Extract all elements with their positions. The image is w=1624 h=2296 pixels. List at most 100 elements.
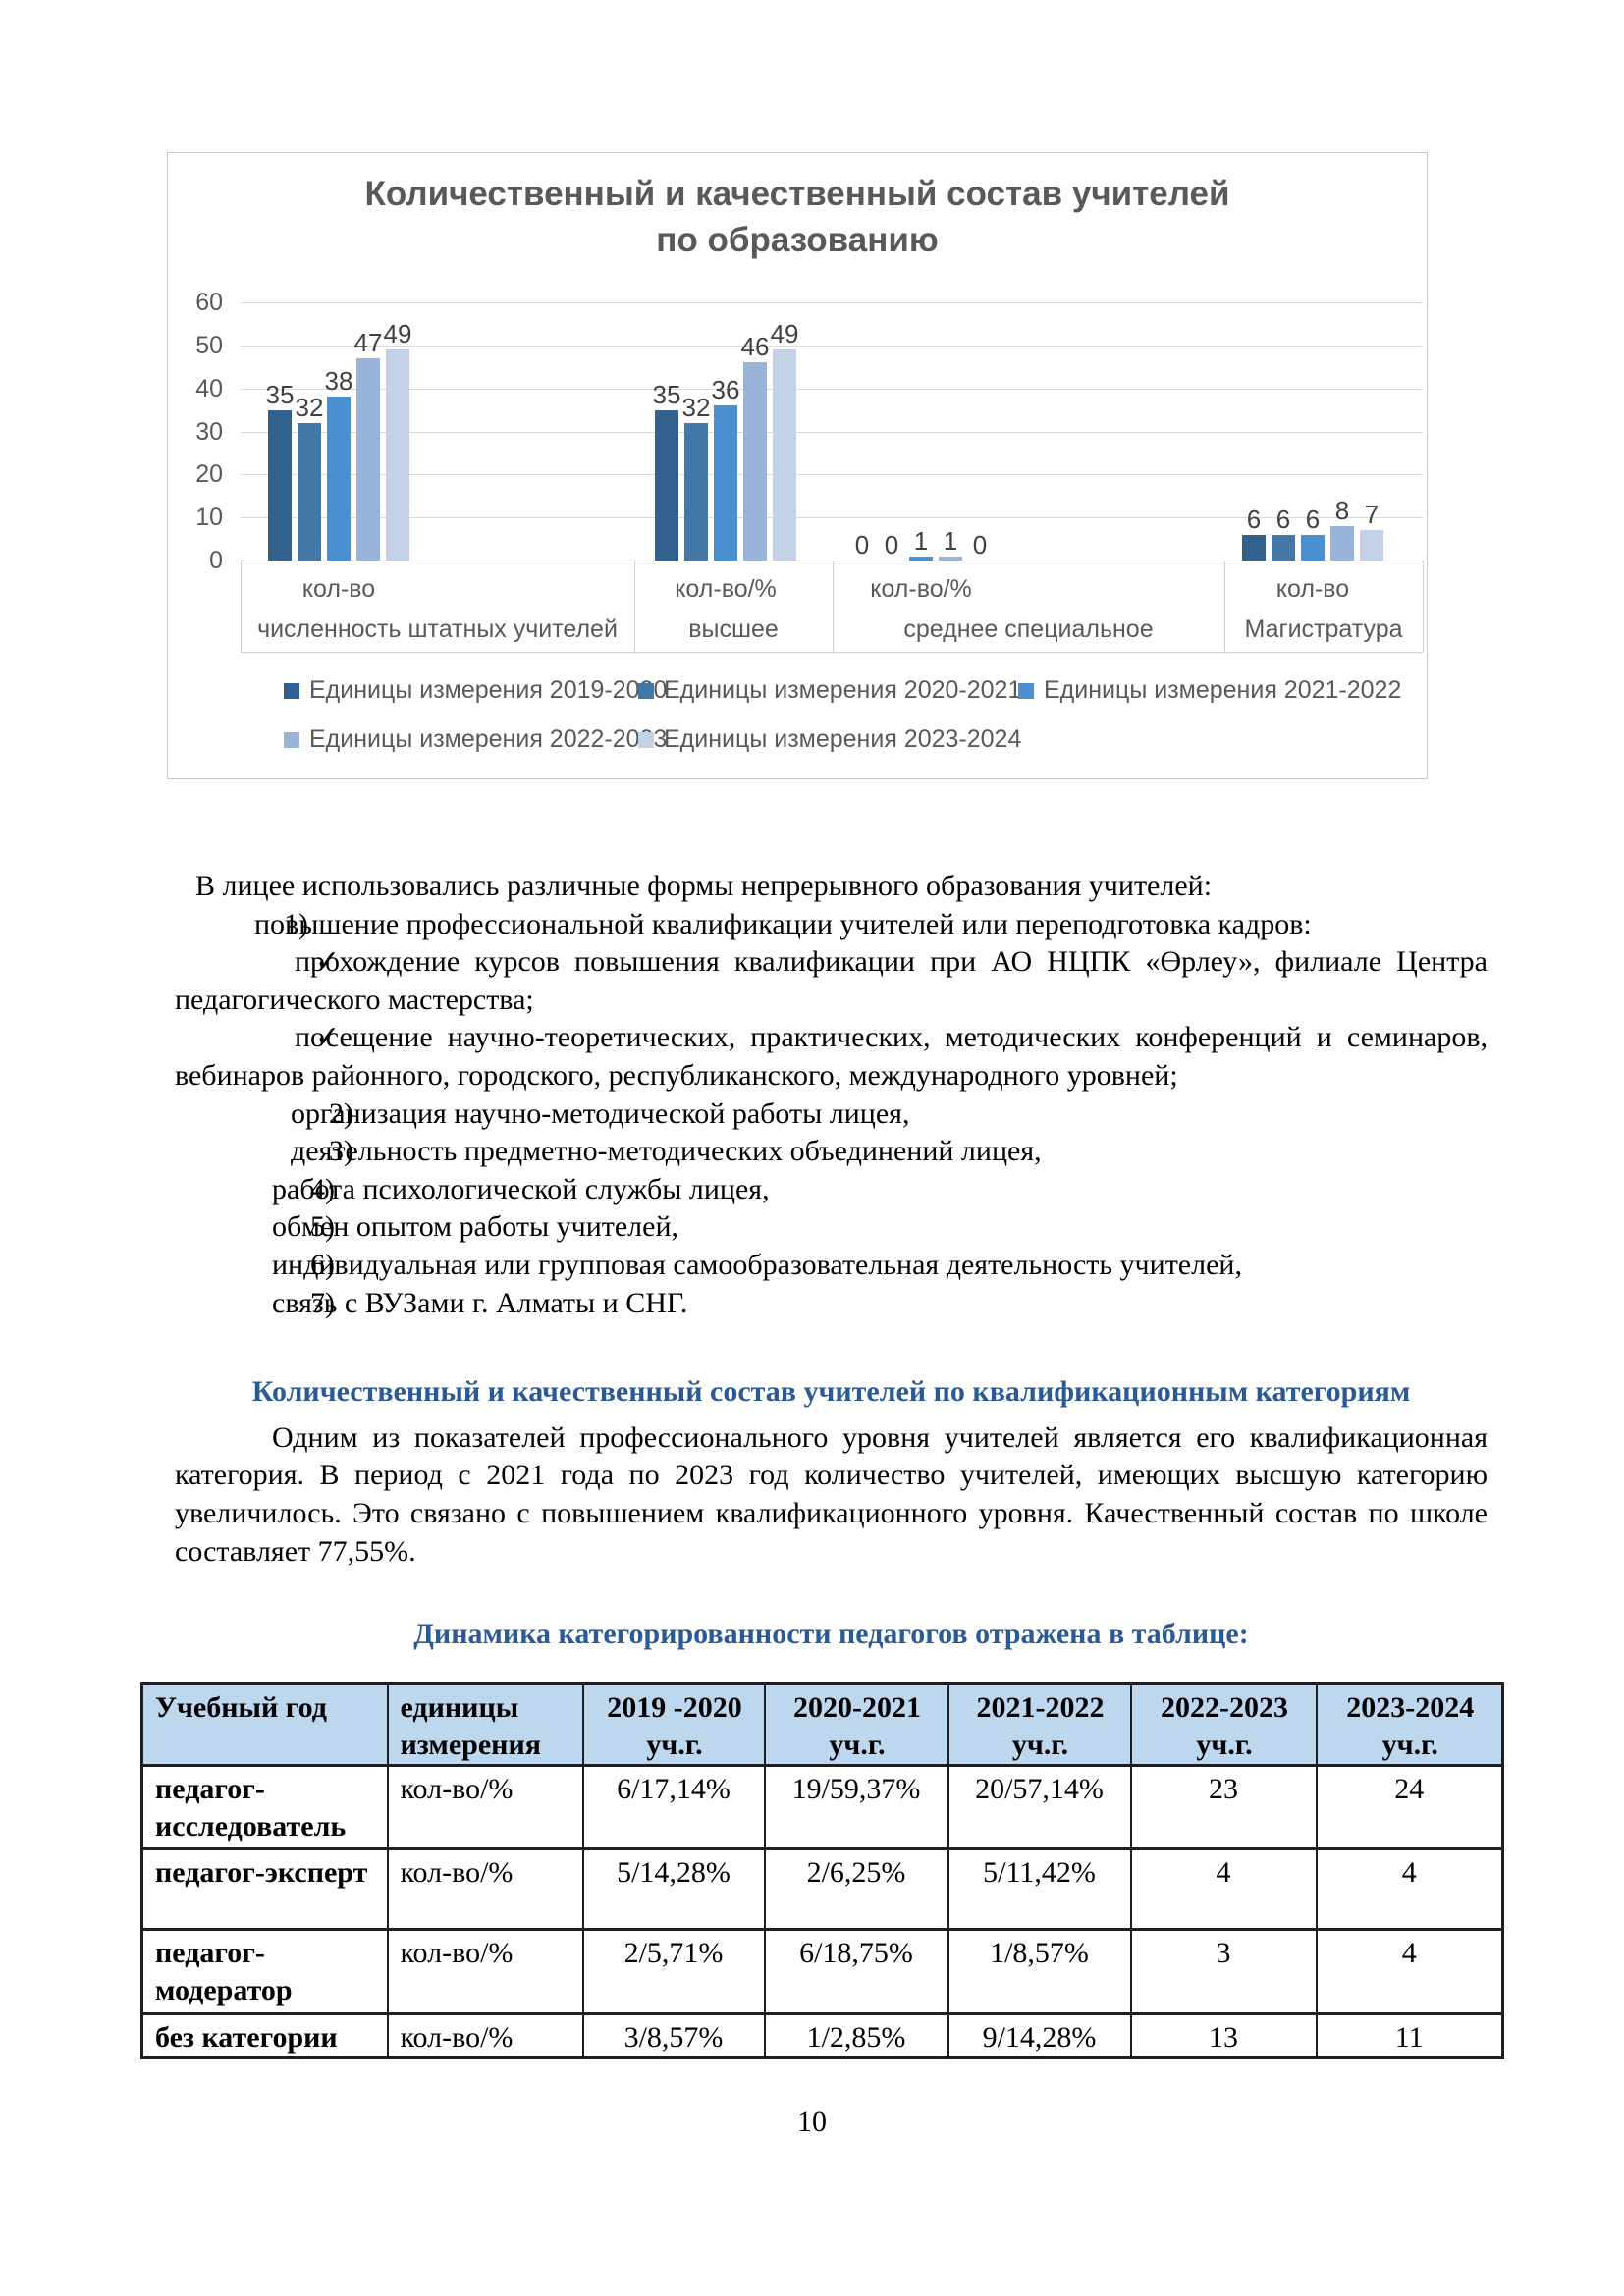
list-marker: ✓	[315, 1021, 341, 1054]
list-item: 2) организация научно-методической работы…	[175, 1095, 1488, 1134]
bar-value-label: 35	[652, 380, 681, 409]
qualification-dynamics-table: Учебный год единицы измерения 2019 -2020 у…	[140, 1682, 1504, 2059]
table-header-cell: 2022-2023 уч.г.	[1129, 1682, 1318, 1767]
bar	[714, 405, 737, 561]
bar	[1272, 535, 1295, 561]
y-axis-tick-label: 50	[195, 331, 223, 359]
y-axis-tick-label: 10	[195, 504, 223, 532]
table-row: без категории кол-во/% 3/8,57% 1/2,85% 9/14,…	[140, 2012, 1504, 2059]
bar	[327, 397, 351, 561]
bar	[1301, 535, 1325, 561]
bar	[1242, 535, 1266, 561]
qualification-paragraph: Одним из показателей профессионального у…	[175, 1420, 1488, 1568]
chart-gridline	[241, 431, 1423, 433]
category-axis-divider	[241, 561, 242, 652]
legend-label: Единицы измерения 2023-2024	[664, 725, 1022, 753]
bar-value-label: 8	[1334, 496, 1350, 525]
bar-value-label: 38	[324, 366, 353, 396]
chart-gridline	[241, 474, 1423, 476]
category-axis-divider	[634, 561, 635, 652]
bar-value-label: 46	[740, 332, 770, 361]
category-axis-divider	[833, 561, 834, 652]
category-axis-divider	[1224, 561, 1225, 652]
category-axis-bottom-line	[241, 652, 1423, 653]
row-value-cell: 11	[1315, 2012, 1504, 2059]
row-value-cell: 13	[1129, 2012, 1318, 2059]
table-header-cell: единицы измерения	[386, 1682, 584, 1767]
row-category-cell: педагог-модератор	[140, 1928, 389, 2015]
table-row: педагог-модератор кол-во/% 2/5,71% 6/18,75%…	[140, 1928, 1504, 2015]
row-value-cell: 24	[1315, 1764, 1504, 1850]
bar-value-label: 1	[943, 526, 958, 556]
row-value-cell: 23	[1129, 1764, 1318, 1850]
legend-swatch	[638, 731, 654, 748]
bar-value-label: 47	[353, 328, 383, 357]
list-item-text: прохождение курсов повышения квалификаци…	[175, 945, 1488, 1016]
list-item-text: связь с ВУЗами г. Алматы и СНГ.	[272, 1286, 688, 1319]
bar-value-label: 0	[854, 530, 870, 560]
bar-value-label: 32	[681, 393, 711, 422]
list-marker: ✓	[315, 945, 341, 979]
bar-value-label: 6	[1305, 505, 1321, 534]
row-value-cell: 19/59,37%	[763, 1764, 949, 1850]
legend-entry: Единицы измерения 2021-2022	[1018, 676, 1401, 705]
forms-of-education-list: 1) повышение профессиональной квалификаци…	[175, 906, 1488, 1323]
y-axis-tick-label: 30	[195, 417, 223, 446]
y-axis-tick-label: 60	[195, 289, 223, 316]
row-value-cell: 1/8,57%	[947, 1928, 1132, 2015]
row-value-cell: 6/18,75%	[763, 1928, 949, 2015]
row-value-cell: 2/6,25%	[763, 1847, 949, 1931]
bar-value-label: 7	[1364, 500, 1380, 529]
list-item-text: работа психологической службы лицея,	[272, 1172, 770, 1205]
category-axis-unit-label: кол-во/%	[675, 575, 777, 603]
row-value-cell: 3/8,57%	[581, 2012, 766, 2059]
bar	[773, 349, 796, 561]
row-value-cell: 9/14,28%	[947, 2012, 1132, 2059]
bar-value-label: 0	[972, 530, 988, 560]
chart-title: Количественный и качественный состав учи…	[364, 175, 1230, 259]
bar-value-label: 35	[265, 380, 295, 409]
bar-value-label: 32	[295, 393, 324, 422]
legend-entry: Единицы измерения 2023-2024	[638, 725, 1021, 754]
legend-label: Единицы измерения 2020-2021	[664, 676, 1022, 704]
chart-plot-area: 0 10 20 30 40 50 60 35 32 38 47 49 35 32 36 46 49 0 0 1 1 0 6 6…	[168, 153, 1427, 778]
list-item-text: повышение профессиональной квалификации …	[254, 907, 1312, 940]
category-axis-unit-label: кол-во	[301, 575, 376, 603]
bar	[268, 410, 292, 561]
bar-value-label: 1	[913, 526, 929, 556]
list-item-text: посещение научно-теоретических, практиче…	[175, 1021, 1488, 1092]
row-unit-cell: кол-во/%	[386, 2012, 584, 2059]
legend-entry: Единицы измерения 2020-2021	[638, 676, 1021, 705]
legend-swatch	[284, 731, 299, 748]
legend-entry: Единицы измерения 2022-2023	[284, 725, 667, 754]
table-header-cell: 2020-2021 уч.г.	[763, 1682, 949, 1767]
category-axis-group-label: Магистратура	[1244, 615, 1403, 643]
table-header-cell: 2023-2024 уч.г.	[1315, 1682, 1504, 1767]
list-item: 7) связь с ВУЗами г. Алматы и СНГ.	[175, 1285, 1488, 1323]
row-unit-cell: кол-во/%	[386, 1928, 584, 2015]
legend-label: Единицы измерения 2022-2023	[309, 725, 668, 753]
list-marker: 3)	[329, 1135, 353, 1168]
bar	[909, 557, 933, 561]
row-value-cell: 3	[1129, 1928, 1318, 2015]
category-axis-unit-label: кол-во/%	[870, 575, 972, 603]
row-category-cell: без категории	[140, 2012, 389, 2059]
legend-entry: Единицы измерения 2019-2020	[284, 676, 667, 705]
row-value-cell: 5/11,42%	[947, 1847, 1132, 1931]
bar	[386, 349, 409, 561]
bar	[655, 410, 678, 561]
bar	[1330, 526, 1354, 561]
legend-swatch	[284, 682, 299, 699]
row-category-cell: педагог-исследователь	[140, 1764, 389, 1850]
list-marker: 6)	[310, 1248, 335, 1281]
category-axis-unit-label: кол-во	[1275, 575, 1350, 603]
table-row: педагог-эксперт кол-во/% 5/14,28% 2/6,25% 5/…	[140, 1847, 1504, 1931]
list-marker: 5)	[310, 1210, 335, 1244]
section-heading-qualification: Количественный и качественный состав учи…	[251, 1375, 1411, 1409]
list-item-text: организация научно-методической работы л…	[291, 1096, 910, 1130]
table-heading: Динамика категорированности педагогов от…	[413, 1618, 1249, 1651]
bar	[1360, 530, 1383, 561]
list-marker: 1)	[284, 907, 308, 940]
bar-value-label: 49	[383, 319, 412, 348]
row-value-cell: 4	[1315, 1847, 1504, 1931]
